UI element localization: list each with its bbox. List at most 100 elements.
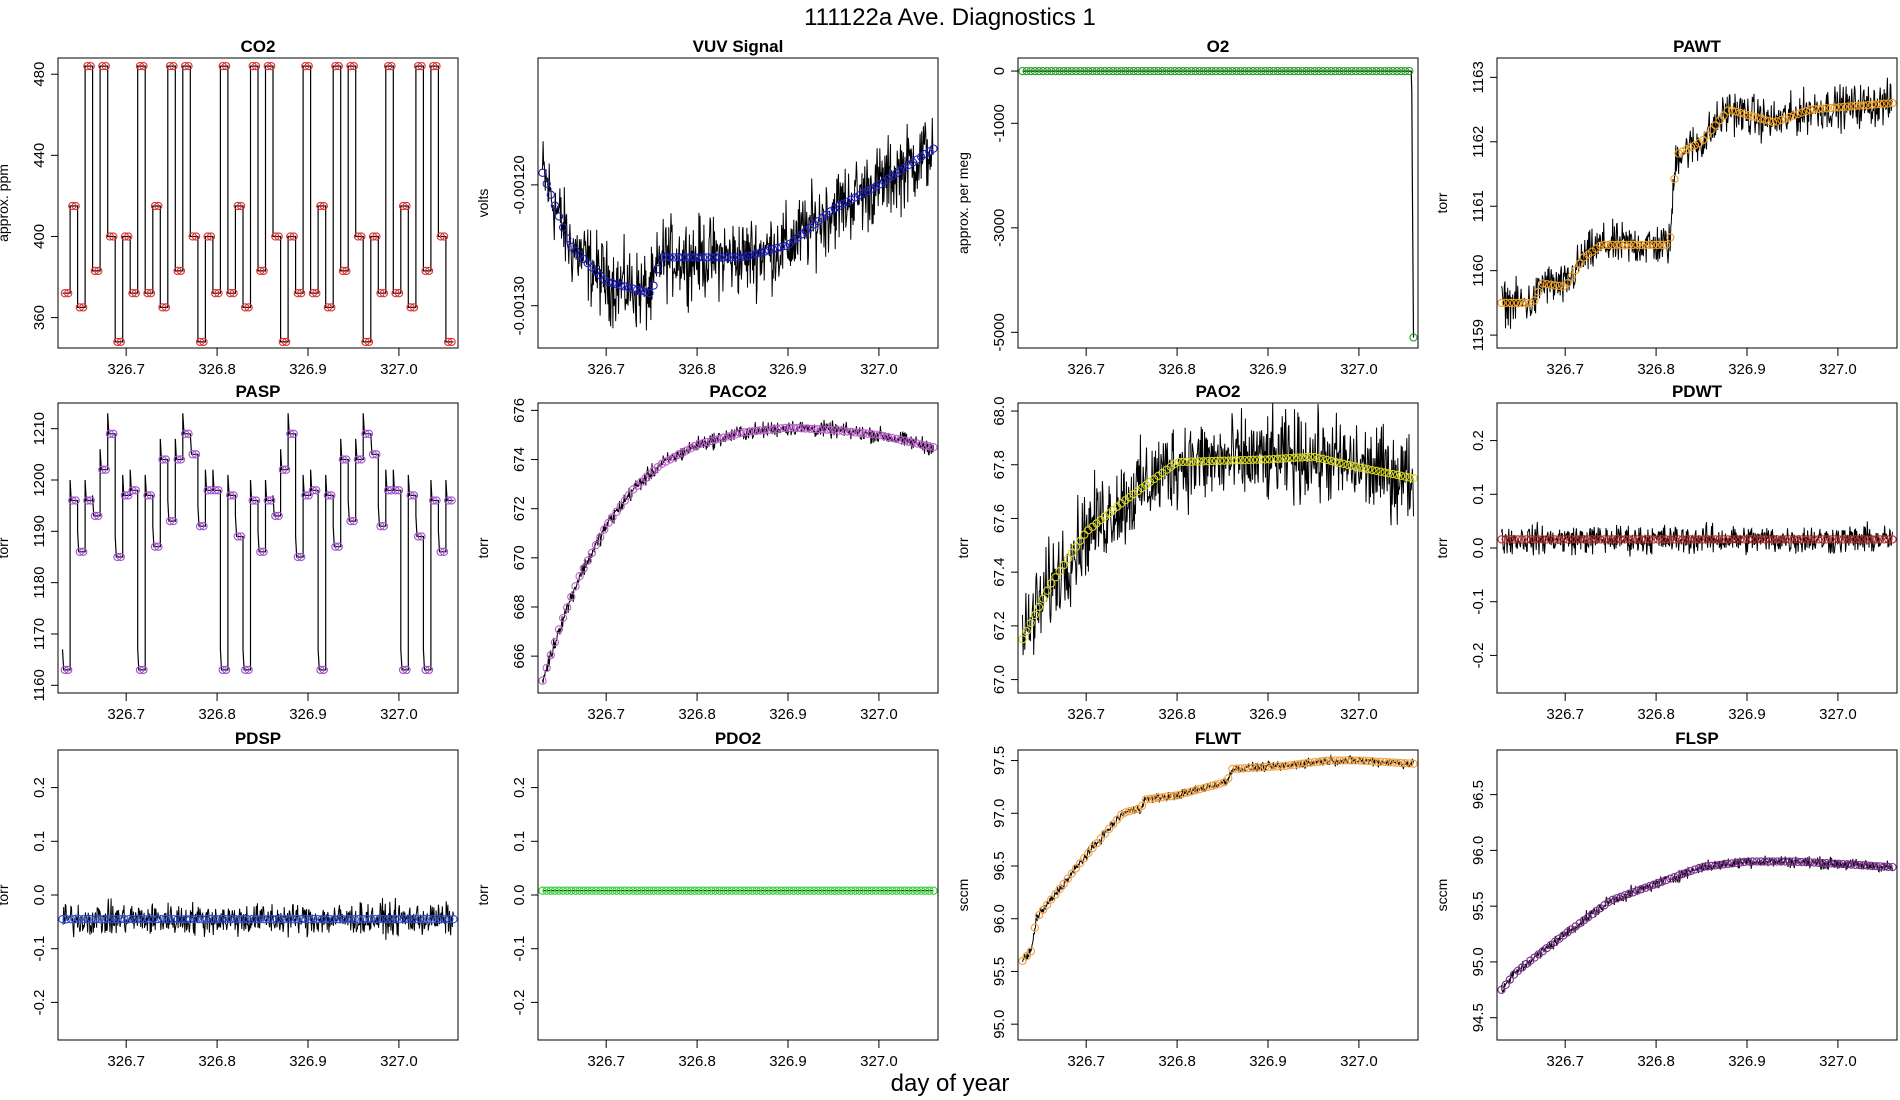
x-tick-label-vuv-1: 326.8 xyxy=(678,361,716,378)
data-point-pao2-82 xyxy=(1355,463,1365,472)
data-point-co2-13 xyxy=(109,232,118,241)
data-point-o2-60 xyxy=(1265,66,1274,76)
data-point-flsp-47 xyxy=(1690,865,1700,874)
data-point-pdo2-10 xyxy=(579,886,588,895)
data-point-pdo2-91 xyxy=(912,886,922,895)
data-point-pasp-70 xyxy=(323,491,333,500)
y-tick-label-pao2-2: 67.4 xyxy=(991,558,1008,587)
data-point-o2-65 xyxy=(1285,66,1295,76)
data-point-pasp-5 xyxy=(79,547,88,556)
y-tick-label-co2-0: 360 xyxy=(31,305,48,330)
x-tick-label-vuv-0: 326.7 xyxy=(587,361,625,378)
data-point-o2-88 xyxy=(1380,66,1389,76)
data-point-flsp-81 xyxy=(1830,859,1839,868)
data-point-flsp-74 xyxy=(1801,858,1811,867)
data-point-pdwt-79 xyxy=(1822,535,1831,544)
series-markers-pdo2 xyxy=(538,886,938,895)
data-point-pao2-57 xyxy=(1252,455,1262,464)
data-point-vuv-82 xyxy=(875,180,885,189)
data-point-paco2-74 xyxy=(842,427,852,436)
data-point-pawt-51 xyxy=(1707,125,1716,135)
data-point-pasp-59 xyxy=(282,465,291,474)
plot-frame-flwt xyxy=(1017,749,1419,1041)
data-point-pasp-80 xyxy=(361,429,370,438)
data-point-pdwt-40 xyxy=(1661,535,1671,544)
data-point-pawt-89 xyxy=(1863,100,1872,110)
data-point-pdsp-55 xyxy=(284,915,294,924)
data-point-pasp-95 xyxy=(417,532,426,541)
data-point-flwt-29 xyxy=(1137,801,1147,811)
x-tick-label-pdo2-1: 326.8 xyxy=(678,1053,716,1070)
data-point-pao2-72 xyxy=(1314,453,1323,463)
data-point-pdsp-39 xyxy=(218,915,228,924)
data-point-vuv-23 xyxy=(633,285,642,294)
data-point-pao2-3 xyxy=(1030,610,1040,620)
panel-title-pdwt: PDWT xyxy=(1672,382,1723,401)
data-point-pdo2-94 xyxy=(925,886,934,895)
data-point-pdwt-39 xyxy=(1657,535,1667,544)
data-point-flsp-95 xyxy=(1888,862,1897,872)
data-point-pdsp-82 xyxy=(395,915,405,924)
data-point-o2-71 xyxy=(1310,66,1319,76)
data-point-co2-34 xyxy=(188,232,197,241)
data-point-paco2-21 xyxy=(624,490,634,500)
data-point-flsp-26 xyxy=(1604,897,1613,907)
data-point-flwt-80 xyxy=(1347,756,1356,765)
y-tick-label-pao2-3: 67.6 xyxy=(991,504,1008,533)
data-point-paco2-85 xyxy=(888,433,897,443)
data-point-pao2-68 xyxy=(1298,453,1307,462)
data-point-pao2-71 xyxy=(1310,452,1319,462)
data-point-paco2-79 xyxy=(863,429,872,438)
data-point-pawt-88 xyxy=(1859,101,1868,110)
data-point-paco2-14 xyxy=(596,533,605,542)
data-point-co2-62 xyxy=(293,289,302,298)
data-point-pdo2-90 xyxy=(908,886,918,895)
data-point-paco2-76 xyxy=(851,428,860,437)
data-point-flsp-70 xyxy=(1785,857,1794,866)
data-point-flwt-41 xyxy=(1187,787,1196,796)
data-point-flwt-40 xyxy=(1182,788,1192,797)
data-point-pao2-69 xyxy=(1302,452,1311,462)
data-point-vuv-70 xyxy=(826,207,835,216)
data-point-pawt-66 xyxy=(1768,117,1778,127)
data-point-vuv-72 xyxy=(834,202,843,211)
data-point-o2-24 xyxy=(1117,66,1126,76)
data-point-vuv-83 xyxy=(879,177,889,186)
data-point-pdsp-40 xyxy=(222,915,232,924)
data-point-pdsp-78 xyxy=(379,915,388,924)
data-point-pasp-49 xyxy=(244,665,253,675)
data-point-pasp-23 xyxy=(146,491,156,500)
data-point-paco2-64 xyxy=(801,424,811,433)
data-point-pdo2-48 xyxy=(735,886,745,895)
data-point-pasp-44 xyxy=(226,491,235,500)
data-point-flwt-33 xyxy=(1154,793,1163,802)
x-tick-label-pdo2-2: 326.9 xyxy=(769,1053,807,1070)
data-point-flwt-46 xyxy=(1207,781,1216,790)
data-point-paco2-40 xyxy=(702,437,712,447)
data-point-pdo2-28 xyxy=(653,886,662,895)
data-point-vuv-36 xyxy=(686,253,695,262)
data-point-pasp-37 xyxy=(199,522,208,531)
data-point-pawt-83 xyxy=(1838,102,1848,112)
data-point-co2-20 xyxy=(135,61,145,71)
data-point-vuv-29 xyxy=(657,253,667,262)
data-point-co2-23 xyxy=(146,289,156,298)
data-point-pdsp-51 xyxy=(268,915,277,924)
x-tick-label-o2-1: 326.8 xyxy=(1158,361,1196,378)
data-point-flsp-73 xyxy=(1797,857,1807,867)
data-point-pdsp-38 xyxy=(214,915,224,924)
data-point-o2-7 xyxy=(1047,66,1056,76)
data-point-pdo2-65 xyxy=(805,886,815,895)
data-point-pdsp-32 xyxy=(190,915,199,924)
data-point-flwt-84 xyxy=(1364,756,1373,766)
y-tick-label-pdwt-4: 0.2 xyxy=(1470,430,1487,451)
data-point-o2-27 xyxy=(1129,66,1138,76)
data-point-vuv-45 xyxy=(723,253,732,262)
data-point-pdsp-21 xyxy=(144,915,154,924)
data-point-pdwt-20 xyxy=(1579,535,1588,544)
data-point-flsp-29 xyxy=(1616,892,1626,901)
data-point-pdsp-7 xyxy=(87,915,96,924)
data-point-paco2-34 xyxy=(678,448,687,457)
data-point-pdsp-93 xyxy=(441,915,450,924)
data-point-pdwt-1 xyxy=(1501,535,1510,544)
